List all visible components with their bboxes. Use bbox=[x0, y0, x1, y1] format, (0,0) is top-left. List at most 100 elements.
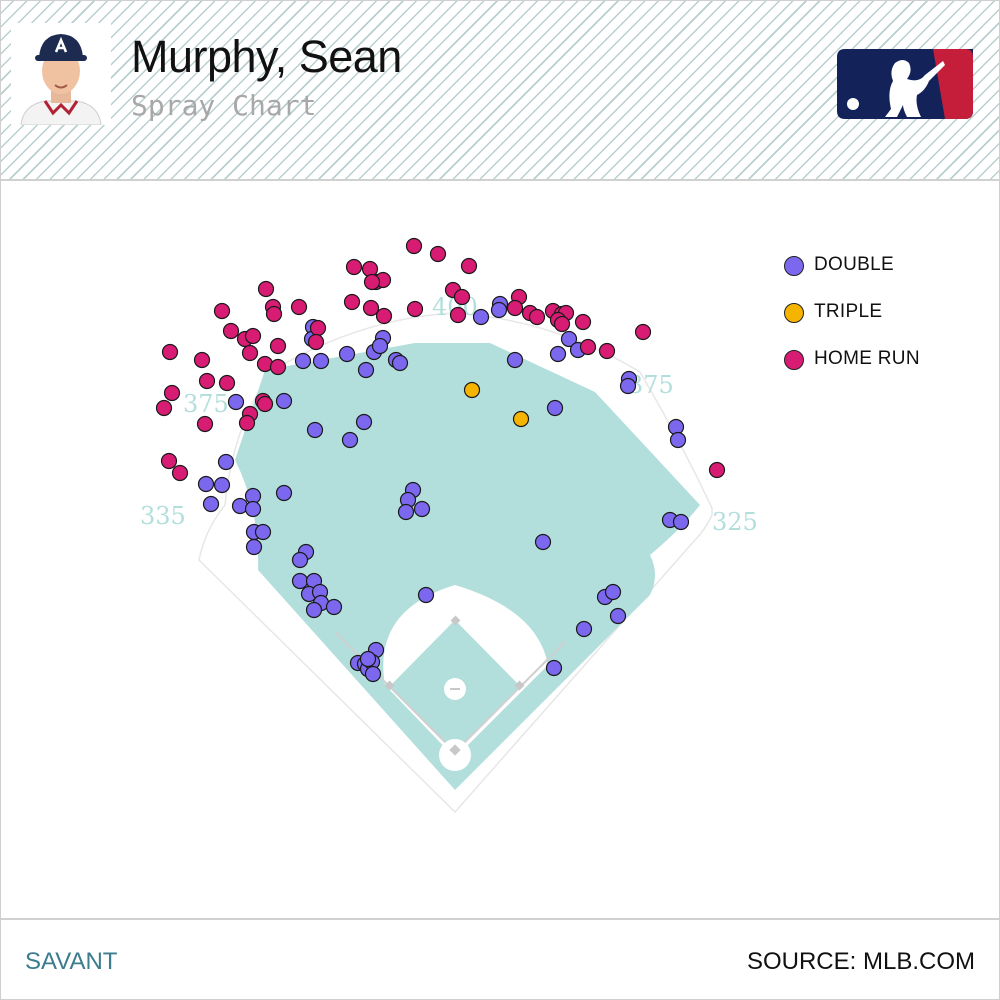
home-run-point[interactable] bbox=[307, 333, 325, 351]
double-point[interactable] bbox=[560, 330, 578, 348]
home-run-point[interactable] bbox=[290, 298, 308, 316]
double-point[interactable] bbox=[391, 354, 409, 372]
double-point[interactable] bbox=[534, 533, 552, 551]
double-point[interactable] bbox=[213, 476, 231, 494]
home-run-point[interactable] bbox=[528, 308, 546, 326]
home-run-point[interactable] bbox=[453, 288, 471, 306]
double-point[interactable] bbox=[325, 598, 343, 616]
hit-points bbox=[155, 237, 726, 683]
home-run-point[interactable] bbox=[406, 300, 424, 318]
double-point[interactable] bbox=[545, 659, 563, 677]
double-point[interactable] bbox=[254, 523, 272, 541]
home-run-point[interactable] bbox=[634, 323, 652, 341]
double-point[interactable] bbox=[305, 601, 323, 619]
double-point[interactable] bbox=[227, 393, 245, 411]
home-run-point[interactable] bbox=[362, 299, 380, 317]
home-run-point[interactable] bbox=[574, 313, 592, 331]
foul-line-left bbox=[334, 631, 456, 753]
double-point[interactable] bbox=[417, 586, 435, 604]
double-point[interactable] bbox=[549, 345, 567, 363]
home-run-point[interactable] bbox=[553, 315, 571, 333]
legend-item-double: DOUBLE bbox=[784, 254, 920, 301]
home-run-point[interactable] bbox=[343, 293, 361, 311]
home-run-point[interactable] bbox=[375, 307, 393, 325]
home-run-point[interactable] bbox=[429, 245, 447, 263]
home-run-point[interactable] bbox=[449, 306, 467, 324]
mlb-logo bbox=[837, 49, 973, 119]
double-point[interactable] bbox=[245, 538, 263, 556]
double-point[interactable] bbox=[306, 421, 324, 439]
double-point[interactable] bbox=[619, 377, 637, 395]
double-point[interactable] bbox=[202, 495, 220, 513]
legend-label-triple: TRIPLE bbox=[814, 301, 883, 322]
distance-label: 375 bbox=[183, 390, 229, 418]
double-point[interactable] bbox=[275, 484, 293, 502]
home-run-point[interactable] bbox=[163, 384, 181, 402]
home-run-point[interactable] bbox=[222, 322, 240, 340]
home-run-point[interactable] bbox=[161, 343, 179, 361]
home-run-point[interactable] bbox=[256, 395, 274, 413]
distance-label: 325 bbox=[712, 508, 758, 536]
home-run-point[interactable] bbox=[345, 258, 363, 276]
double-point[interactable] bbox=[291, 572, 309, 590]
home-run-point[interactable] bbox=[241, 344, 259, 362]
home-run-point[interactable] bbox=[269, 337, 287, 355]
home-run-point[interactable] bbox=[405, 237, 423, 255]
home-run-point[interactable] bbox=[265, 305, 283, 323]
double-point[interactable] bbox=[355, 413, 373, 431]
home-run-point[interactable] bbox=[193, 351, 211, 369]
double-point[interactable] bbox=[371, 337, 389, 355]
double-point[interactable] bbox=[359, 650, 377, 668]
outfield-grass bbox=[235, 343, 700, 790]
home-run-point[interactable] bbox=[460, 257, 478, 275]
double-point[interactable] bbox=[364, 665, 382, 683]
home-run-point[interactable] bbox=[257, 280, 275, 298]
double-point[interactable] bbox=[413, 500, 431, 518]
home-run-point[interactable] bbox=[269, 358, 287, 376]
triple-point[interactable] bbox=[463, 381, 481, 399]
double-point[interactable] bbox=[575, 620, 593, 638]
triple-point[interactable] bbox=[512, 410, 530, 428]
chart-subtitle: Spray Chart bbox=[131, 89, 317, 122]
home-run-point[interactable] bbox=[238, 414, 256, 432]
home-run-point[interactable] bbox=[506, 299, 524, 317]
double-point[interactable] bbox=[197, 475, 215, 493]
home-run-point[interactable] bbox=[160, 452, 178, 470]
home-run-point[interactable] bbox=[218, 374, 236, 392]
double-point[interactable] bbox=[669, 431, 687, 449]
first-base bbox=[514, 680, 525, 691]
home-run-point[interactable] bbox=[196, 415, 214, 433]
double-point[interactable] bbox=[217, 453, 235, 471]
double-point[interactable] bbox=[338, 345, 356, 363]
home-run-point[interactable] bbox=[213, 302, 231, 320]
home-run-point[interactable] bbox=[155, 399, 173, 417]
double-point[interactable] bbox=[244, 500, 262, 518]
double-point[interactable] bbox=[506, 351, 524, 369]
distance-label: 335 bbox=[140, 502, 186, 530]
home-run-point[interactable] bbox=[309, 319, 327, 337]
double-point[interactable] bbox=[490, 301, 508, 319]
double-point[interactable] bbox=[397, 503, 415, 521]
double-point[interactable] bbox=[341, 431, 359, 449]
double-point[interactable] bbox=[546, 399, 564, 417]
home-run-point[interactable] bbox=[579, 338, 597, 356]
footer-divider bbox=[1, 918, 999, 920]
double-point[interactable] bbox=[472, 308, 490, 326]
double-point[interactable] bbox=[275, 392, 293, 410]
double-point[interactable] bbox=[672, 513, 690, 531]
home-run-point[interactable] bbox=[198, 372, 216, 390]
home-run-point[interactable] bbox=[708, 461, 726, 479]
double-point[interactable] bbox=[357, 361, 375, 379]
double-point[interactable] bbox=[604, 583, 622, 601]
home-run-point[interactable] bbox=[171, 464, 189, 482]
home-run-point[interactable] bbox=[598, 342, 616, 360]
home-run-point[interactable] bbox=[363, 273, 381, 291]
double-point[interactable] bbox=[291, 551, 309, 569]
double-point[interactable] bbox=[609, 607, 627, 625]
savant-link[interactable]: SAVANT bbox=[25, 948, 118, 975]
home-run-point[interactable] bbox=[244, 327, 262, 345]
double-point[interactable] bbox=[294, 352, 312, 370]
player-headshot bbox=[11, 23, 111, 125]
double-point[interactable] bbox=[312, 352, 330, 370]
